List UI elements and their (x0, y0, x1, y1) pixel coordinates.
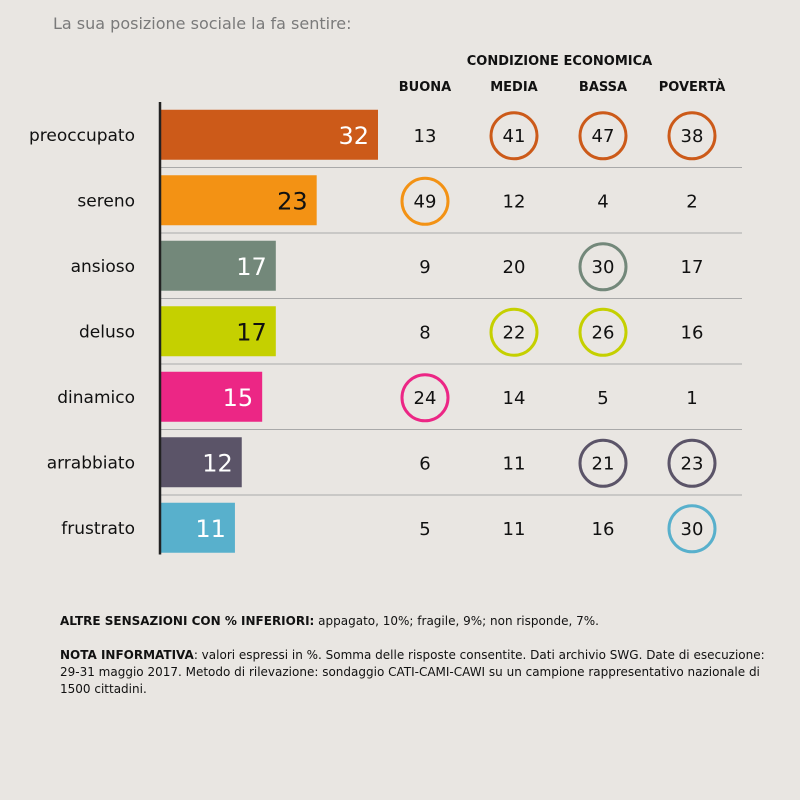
table-cell: 16 (592, 519, 615, 540)
category-label: deluso (79, 322, 135, 342)
column-header-bassa: BASSA (578, 80, 628, 95)
other-sensations-label: ALTRE SENSAZIONI CON % INFERIORI: (60, 614, 315, 628)
chart-title: La sua posizione sociale la fa sentire: (53, 14, 352, 33)
highlight-circle (667, 504, 717, 554)
info-note-label: NOTA INFORMATIVA (60, 648, 194, 662)
bar-dinamico (160, 371, 263, 422)
highlight-circle (578, 111, 628, 161)
highlight-circle (400, 373, 450, 423)
table-cell: 24 (414, 388, 437, 409)
table-cell: 22 (503, 322, 526, 343)
table-cell: 6 (419, 453, 430, 474)
table-cell: 41 (503, 126, 526, 147)
bar-preoccupato (160, 109, 378, 160)
bar-value-label: 17 (236, 253, 267, 281)
bar-value-label: 32 (338, 122, 369, 150)
bar-value-label: 11 (195, 515, 226, 543)
category-label: preoccupato (29, 126, 135, 146)
category-label: ansioso (71, 257, 135, 277)
table-cell: 26 (592, 322, 615, 343)
category-label: arrabbiato (47, 453, 135, 473)
bar-frustrato (160, 502, 235, 553)
info-note-text: : valori espressi in %. Somma delle risp… (60, 648, 765, 696)
table-cell: 14 (503, 388, 526, 409)
table-cell: 8 (419, 322, 430, 343)
category-label: sereno (77, 191, 135, 211)
table-cell: 30 (681, 519, 704, 540)
table-cell: 38 (681, 126, 704, 147)
table-cell: 4 (597, 191, 608, 212)
bar-ansioso (160, 240, 276, 291)
table-cell: 16 (681, 322, 704, 343)
column-header-poverta: POVERTÀ (658, 80, 726, 95)
table-cell: 2 (686, 191, 697, 212)
bar-sereno (160, 175, 317, 226)
table-cell: 17 (681, 257, 704, 278)
bar-value-label: 23 (277, 187, 308, 215)
highlight-circle (578, 242, 628, 292)
highlight-circle (489, 111, 539, 161)
table-cell: 20 (503, 257, 526, 278)
table-cell: 11 (503, 453, 526, 474)
table-cell: 1 (686, 388, 697, 409)
highlight-circle (400, 176, 450, 226)
notes: ALTRE SENSAZIONI CON % INFERIORI: appaga… (60, 613, 770, 715)
highlight-circle (578, 438, 628, 488)
bar-value-label: 12 (202, 449, 233, 477)
table-cell: 5 (597, 388, 608, 409)
other-sensations-text: appagato, 10%; fragile, 9%; non risponde… (314, 614, 599, 628)
bar-deluso (160, 306, 276, 357)
bar-value-label: 15 (223, 384, 254, 412)
table-cell: 5 (419, 519, 430, 540)
table-cell: 47 (592, 126, 615, 147)
table-cell: 13 (414, 126, 437, 147)
category-label: frustrato (61, 519, 135, 539)
table-cell: 21 (592, 453, 615, 474)
table-cell: 9 (419, 257, 430, 278)
highlight-circle (667, 111, 717, 161)
column-header-media: MEDIA (490, 80, 538, 95)
category-label: dinamico (57, 388, 135, 408)
table-cell: 11 (503, 519, 526, 540)
highlight-circle (489, 307, 539, 357)
table-cell: 49 (414, 191, 437, 212)
group-header: CONDIZIONE ECONOMICA (466, 54, 653, 69)
table-cell: 23 (681, 453, 704, 474)
column-header-buona: BUONA (398, 80, 452, 95)
other-sensations-note: ALTRE SENSAZIONI CON % INFERIORI: appaga… (60, 613, 770, 630)
table-cell: 30 (592, 257, 615, 278)
highlight-circle (578, 307, 628, 357)
info-note: NOTA INFORMATIVA: valori espressi in %. … (60, 647, 770, 698)
highlight-circle (667, 438, 717, 488)
table-cell: 12 (503, 191, 526, 212)
bar-value-label: 17 (236, 318, 267, 346)
bar-arrabbiato (160, 437, 242, 488)
